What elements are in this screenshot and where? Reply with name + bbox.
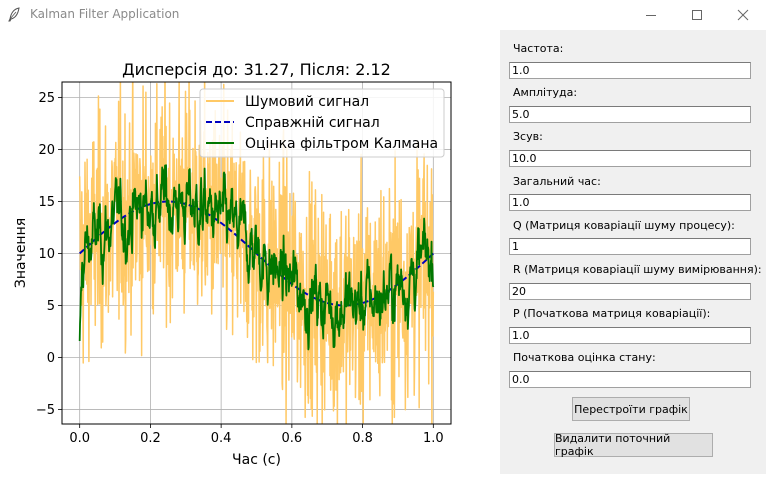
x-tick-label: 0.6 — [282, 431, 303, 446]
rebuild-plot-button[interactable]: Перестроїти графік — [572, 397, 690, 421]
minimize-icon — [646, 15, 656, 16]
offset-label: Зсув: — [513, 130, 543, 143]
r-input[interactable]: 20 — [509, 283, 751, 300]
kalman-estimate-line — [78, 164, 435, 351]
y-tick-label: 25 — [38, 91, 55, 106]
legend-kalman-label: Оцінка фільтром Калмана — [245, 136, 438, 152]
close-button[interactable] — [720, 0, 766, 30]
y-tick-label: 15 — [38, 195, 55, 210]
plot-canvas: Дисперсія до: 31.27, Після: 2.12 0.0 0.2 0… — [0, 30, 500, 474]
feather-icon — [8, 7, 20, 22]
x-tick-label: 0.4 — [211, 431, 232, 446]
y-tick-label: 0 — [47, 351, 55, 366]
x0-input[interactable]: 0.0 — [509, 371, 751, 388]
chart-title: Дисперсія до: 31.27, Після: 2.12 — [122, 60, 391, 79]
q-input[interactable]: 1 — [509, 238, 751, 255]
x-tick-label: 0.0 — [69, 431, 90, 446]
x-tick-label: 0.8 — [352, 431, 373, 446]
y-tick-label: 10 — [38, 247, 55, 262]
y-tick-label: 5 — [47, 299, 55, 314]
parameter-panel: Частота: 1.0 Амплітуда: 5.0 Зсув: 10.0 З… — [500, 30, 766, 474]
amplitude-input[interactable]: 5.0 — [509, 106, 751, 123]
kalman-chart: Дисперсія до: 31.27, Після: 2.12 0.0 0.2 0… — [13, 60, 452, 468]
x0-label: Початкова оцінка стану: — [513, 351, 656, 364]
amplitude-label: Амплітуда: — [513, 86, 578, 99]
x-axis-label: Час (с) — [232, 452, 281, 468]
chart-series — [78, 82, 435, 424]
legend-frame — [199, 88, 445, 158]
x-tick-label: 1.0 — [423, 431, 444, 446]
delete-plot-button[interactable]: Видалити поточний графік — [554, 432, 713, 458]
chart-legend: Шумовий сигнал Справжній сигнал Оцінка ф… — [199, 88, 445, 158]
y-axis-label: Значення — [13, 218, 29, 288]
minimize-button[interactable] — [628, 0, 674, 30]
frequency-input[interactable]: 1.0 — [509, 62, 751, 79]
q-label: Q (Матриця коваріації шуму процесу): — [513, 219, 735, 232]
title-bar: Kalman Filter Application — [0, 0, 766, 30]
p-label: P (Початкова матриця коваріації): — [513, 307, 711, 320]
x-tick-label: 0.2 — [140, 431, 161, 446]
offset-input[interactable]: 10.0 — [509, 150, 751, 167]
frequency-label: Частота: — [513, 42, 564, 55]
maximize-button[interactable] — [674, 0, 720, 30]
maximize-icon — [692, 10, 702, 20]
legend-true-label: Справжній сигнал — [245, 115, 380, 131]
total-time-input[interactable]: 1.0 — [509, 194, 751, 211]
total-time-label: Загальний час: — [513, 175, 601, 188]
axes-frame — [61, 81, 452, 425]
close-icon — [737, 9, 749, 21]
noisy-signal-line — [78, 82, 435, 424]
r-label: R (Матриця коваріації шуму вимірювання): — [513, 263, 762, 276]
p-input[interactable]: 1.0 — [509, 327, 751, 344]
legend-noisy-label: Шумовий сигнал — [245, 94, 369, 110]
y-tick-label: −5 — [36, 403, 55, 418]
y-tick-label: 20 — [38, 143, 55, 158]
window-title: Kalman Filter Application — [30, 7, 180, 21]
chart-ticks: 0.0 0.2 0.4 0.6 0.8 1.0 −5 0 5 10 15 20 25 — [36, 91, 444, 446]
